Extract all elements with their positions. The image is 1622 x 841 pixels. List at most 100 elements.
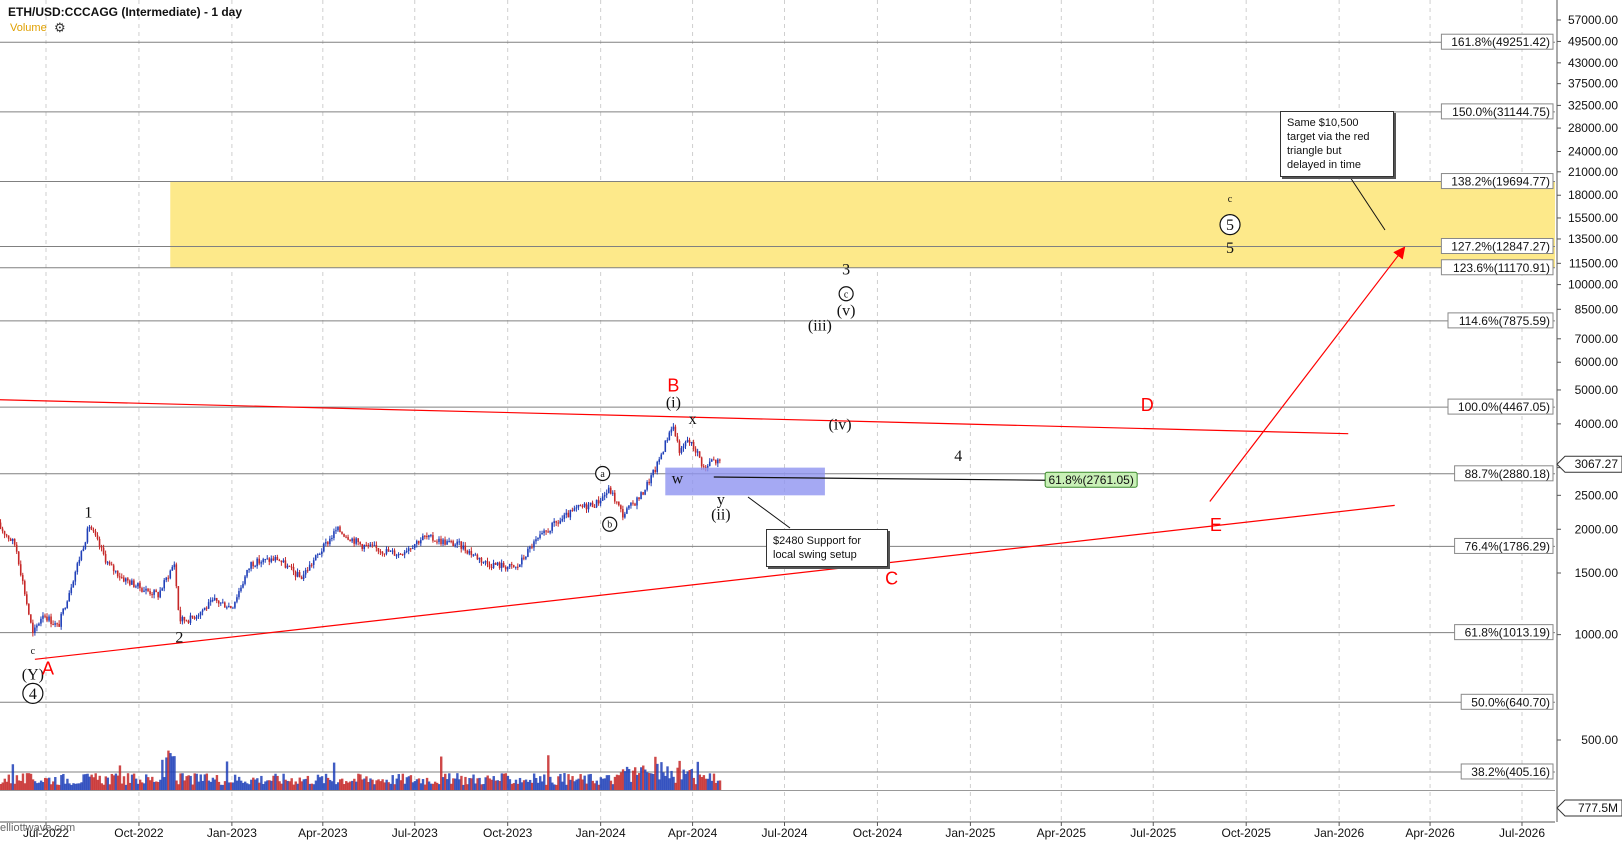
volume-bar <box>437 784 441 790</box>
candle-body <box>58 623 60 627</box>
candle-body <box>420 540 422 544</box>
volume-bar <box>274 773 277 790</box>
candle-body <box>628 505 630 509</box>
candle-body <box>228 605 230 608</box>
candle-body <box>660 454 663 460</box>
candle-body <box>19 564 22 576</box>
candle-body <box>428 535 430 538</box>
candle-body <box>278 560 281 562</box>
volume-bar <box>391 775 394 790</box>
volume-bar <box>464 776 467 790</box>
volume-bar <box>25 773 29 790</box>
volume-bar <box>209 781 213 790</box>
candle-body <box>561 518 564 521</box>
volume-bar <box>387 782 390 790</box>
candle-body <box>187 620 190 623</box>
candle-body <box>424 535 426 537</box>
volume-bar <box>122 776 126 790</box>
candles <box>0 423 721 637</box>
candle-body <box>405 551 408 553</box>
candle-body <box>258 558 260 564</box>
candle-body <box>256 558 258 567</box>
candle-body <box>226 607 228 609</box>
candle-body <box>486 561 489 564</box>
volume-bar <box>84 774 87 790</box>
candle-body <box>717 459 719 464</box>
volume-bar <box>716 780 720 790</box>
candle-body <box>207 602 210 609</box>
x-tick-label: Jan-2025 <box>945 826 995 840</box>
wave-label: B <box>667 375 679 395</box>
wave-label: 2 <box>175 629 183 646</box>
volume-bar <box>652 774 655 790</box>
volume-bar <box>549 776 552 790</box>
candle-body <box>112 565 115 572</box>
volume-bar <box>674 782 677 790</box>
volume-bar <box>688 769 691 790</box>
candle-body <box>318 553 321 555</box>
volume-bar <box>682 769 685 790</box>
volume-bar <box>702 775 706 790</box>
volume-bar <box>324 773 328 790</box>
volume-indicator-label[interactable]: Volume <box>10 22 47 34</box>
volume-bar <box>308 783 312 790</box>
x-tick-label: Oct-2023 <box>483 826 533 840</box>
candle-body <box>395 555 398 557</box>
candle-body <box>464 545 467 551</box>
candle-body <box>363 544 366 549</box>
volume-bar <box>27 773 31 790</box>
wave-label: a <box>600 469 605 480</box>
volume-bar <box>686 771 689 790</box>
candle-body <box>397 553 400 556</box>
candle-body <box>504 566 507 570</box>
candle-body <box>122 577 125 582</box>
wave-label: w <box>672 471 684 488</box>
candle-body <box>379 551 382 553</box>
candle-body <box>339 526 341 533</box>
volume-bar <box>231 782 235 790</box>
wave-label: C <box>885 569 898 589</box>
volume-bar <box>613 776 617 790</box>
candle-body <box>34 627 36 633</box>
candle-body <box>280 560 283 563</box>
x-tick-label: Jul-2024 <box>761 826 807 840</box>
volume-bar <box>108 784 112 790</box>
candle-body <box>48 616 50 621</box>
volume-bar <box>110 773 114 790</box>
candle-body <box>498 562 501 568</box>
candle-body <box>684 441 687 447</box>
volume-bar <box>656 763 659 790</box>
candle-body <box>434 540 436 542</box>
volume-bar <box>629 781 633 790</box>
volume-bar <box>561 781 564 790</box>
wave-label: b <box>607 520 612 531</box>
volume-bar <box>124 784 128 790</box>
gear-icon[interactable]: ⚙ <box>54 20 66 35</box>
candle-body <box>185 620 188 622</box>
volume-bar <box>21 773 25 790</box>
volume-bar <box>252 777 255 790</box>
volume-bar <box>421 779 425 790</box>
volume-bar <box>565 784 568 790</box>
candle-body <box>658 459 661 462</box>
fib-label: 61.8%(1013.19) <box>1465 626 1550 640</box>
volume-bar <box>260 775 263 790</box>
volume-bar <box>636 774 639 790</box>
volume-bar <box>462 784 465 790</box>
fib-label: 161.8%(49251.42) <box>1451 35 1550 49</box>
candle-body <box>601 496 604 501</box>
volume-bar <box>502 773 506 790</box>
volume-bar <box>619 772 623 790</box>
candle-body <box>527 548 529 557</box>
candle-body <box>585 503 588 510</box>
candle-body <box>114 570 117 572</box>
volume-bar <box>621 769 625 790</box>
candle-body <box>488 563 491 567</box>
support-box <box>665 467 825 496</box>
candle-body <box>710 459 713 462</box>
candle-body <box>129 580 131 585</box>
wave-labels: 12c(Y)4AabB(i)xwy(ii)(iii)(iv)3c(v)4CDEc… <box>22 194 1241 704</box>
y-tick-label: 500.00 <box>1581 733 1618 747</box>
candle-body <box>9 538 12 541</box>
